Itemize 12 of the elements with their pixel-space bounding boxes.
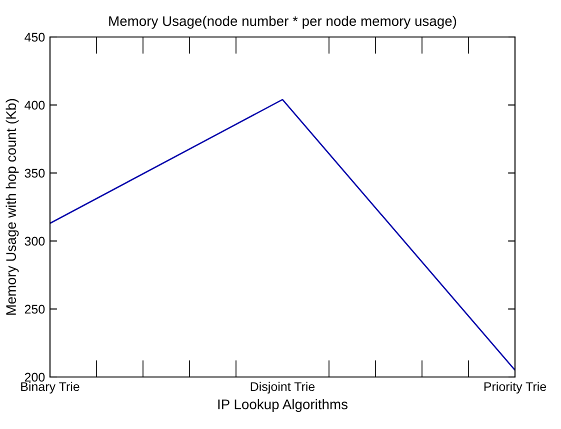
y-tick-label: 400 [24, 100, 45, 110]
y-axis-title: Memory Usage with hop count (Kb) [6, 99, 19, 315]
y-tick-label: 200 [24, 372, 45, 382]
y-tick-label: 350 [24, 168, 45, 178]
x-tick-label: Binary Trie [21, 382, 80, 394]
x-tick-label: Priority Trie [484, 382, 546, 394]
x-axis-title: IP Lookup Algorithms [218, 399, 348, 412]
y-tick-label: 450 [24, 32, 45, 42]
y-tick-label: 300 [24, 236, 45, 246]
y-tick-label: 250 [24, 304, 45, 314]
x-tick-label: Disjoint Trie [250, 382, 315, 394]
chart-title: Memory Usage(node number * per node memory usage) [109, 16, 456, 29]
